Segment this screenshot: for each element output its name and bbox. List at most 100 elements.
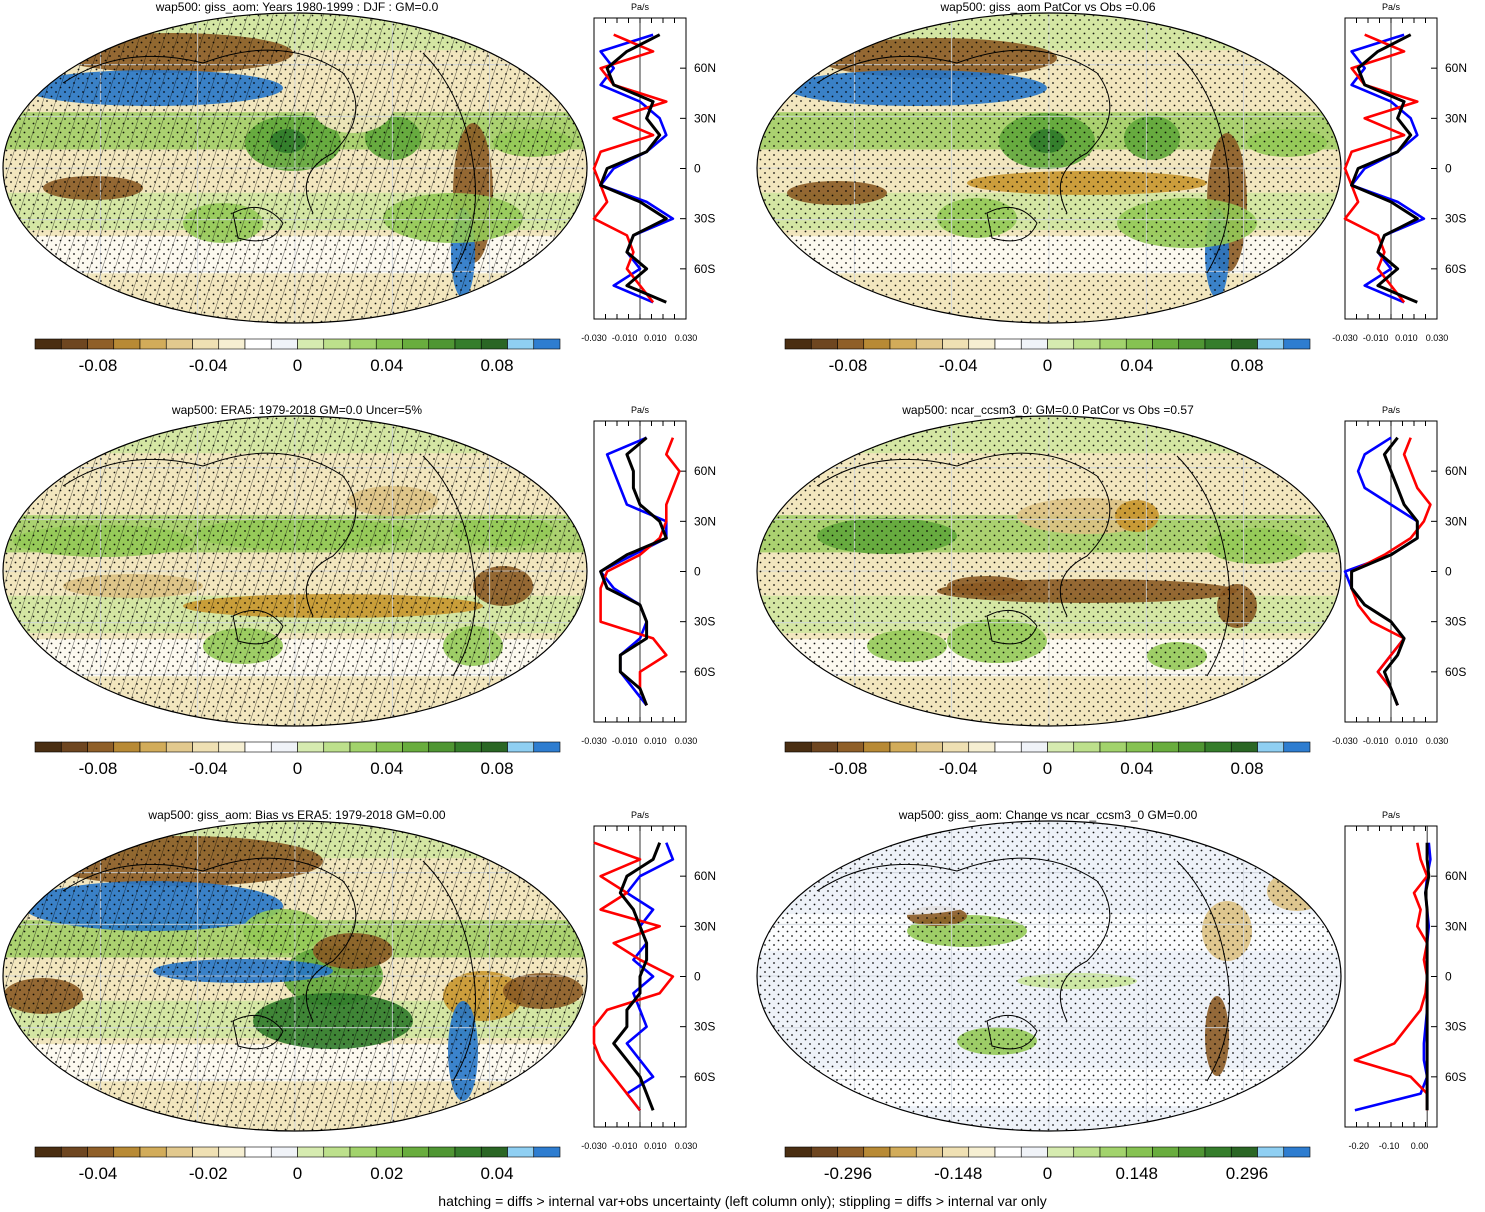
colorbar-swatch	[915, 338, 943, 350]
colorbar-label: 0.08	[480, 356, 513, 375]
colorbar-swatch	[889, 1146, 917, 1158]
coastline	[816, 857, 1230, 1082]
profile-series-line	[1343, 33, 1419, 304]
colorbar-swatch	[784, 741, 812, 753]
profile-x-label: -0.030	[1332, 333, 1358, 343]
colorbar-label: 0.08	[1230, 759, 1263, 778]
hatching	[3, 13, 587, 323]
colorbar-swatch	[942, 741, 970, 753]
colorbar-swatch	[837, 741, 865, 753]
profile-x-label: -0.10	[1379, 1141, 1400, 1151]
colorbar-swatch	[270, 1146, 298, 1158]
profile-series-line	[1350, 33, 1419, 304]
colorbar-swatch	[113, 1146, 141, 1158]
panel-title: wap500: ERA5: 1979-2018 GM=0.0 Uncer=5%	[171, 403, 423, 417]
colorbar-swatch	[60, 1146, 88, 1158]
profile-lat-label: 30S	[694, 615, 715, 629]
panel-top-right: wap500: giss_aom PatCor vs Obs =0.06 -0.0…	[745, 0, 1485, 400]
colorbar-swatch	[915, 741, 943, 753]
colorbar-swatch	[1152, 338, 1180, 350]
colorbar-swatch	[375, 338, 403, 350]
colorbar-swatch	[297, 1146, 325, 1158]
colorbar-label: 0.04	[480, 1164, 513, 1183]
colorbar-swatch	[349, 1146, 377, 1158]
colorbar-swatch	[1178, 741, 1206, 753]
profile-lat-label: 30S	[1445, 212, 1466, 226]
colorbar-swatch	[810, 741, 838, 753]
profile-units: Pa/s	[631, 405, 650, 415]
profile-series-line	[625, 842, 675, 1112]
colorbar-swatch	[402, 1146, 430, 1158]
profile-x-label: 0.030	[1426, 333, 1449, 343]
colorbar-swatch	[244, 741, 272, 753]
map-border	[2, 12, 588, 324]
colorbar-swatch	[454, 741, 482, 753]
colorbar-swatch	[968, 338, 996, 350]
colorbar-swatch	[784, 1146, 812, 1158]
colorbar-swatch	[915, 1146, 943, 1158]
colorbar-label: -0.296	[824, 1164, 872, 1183]
profile-x-label: 0.010	[644, 736, 667, 746]
colorbar-swatch	[784, 338, 812, 350]
profile-x-label: -0.010	[612, 736, 638, 746]
colorbar-label: -0.04	[939, 356, 978, 375]
colorbar-label: -0.04	[939, 759, 978, 778]
colorbar-swatch	[837, 338, 865, 350]
colorbar-swatch	[428, 338, 456, 350]
colorbar-swatch	[480, 338, 508, 350]
panel-figure: -0.08 -0.04 0 0.04 0.08 Pa/s 60N 30N 0 30S 60S -0.0…	[756, 405, 1467, 778]
profile-units: Pa/s	[1382, 405, 1401, 415]
profile-x-label: -0.010	[1363, 333, 1389, 343]
colorbar-swatch	[1152, 1146, 1180, 1158]
profile-lat-label: 60S	[694, 665, 715, 679]
profile-lat-label: 60N	[694, 464, 716, 478]
panel-title: wap500: giss_aom: Bias vs ERA5: 1979-201…	[148, 808, 446, 822]
profile-lat-label: 30N	[694, 514, 716, 528]
profile-lat-label: 60N	[694, 869, 716, 883]
map-field	[757, 416, 1341, 726]
colorbar-swatch	[165, 1146, 193, 1158]
profile-lat-label: 60S	[694, 1070, 715, 1084]
profile-x-label: 0.010	[1395, 736, 1418, 746]
profile-x-label: -0.010	[1363, 736, 1389, 746]
colorbar-swatch	[87, 338, 115, 350]
profile-lat-label: 60N	[1445, 869, 1467, 883]
colorbar-swatch	[165, 741, 193, 753]
colorbar-swatch	[1257, 338, 1285, 350]
profile-lat-label: 30N	[1445, 919, 1467, 933]
footer-note: hatching = diffs > internal var+obs unce…	[438, 1193, 1047, 1209]
colorbar-swatch	[1125, 1146, 1153, 1158]
colorbar-swatch	[375, 741, 403, 753]
colorbar-swatch	[270, 338, 298, 350]
map-field	[757, 821, 1341, 1131]
panel-title: wap500: giss_aom PatCor vs Obs =0.06	[940, 0, 1156, 14]
colorbar-label: -0.08	[79, 759, 118, 778]
colorbar-swatch	[1020, 1146, 1048, 1158]
colorbar-swatch	[1257, 1146, 1285, 1158]
colorbar-label: -0.08	[79, 356, 118, 375]
profile-x-label: 0.010	[644, 333, 667, 343]
profile-lat-label: 60N	[1445, 61, 1467, 75]
profile-x-label: 0.030	[675, 736, 698, 746]
colorbar-swatch	[1125, 741, 1153, 753]
colorbar-swatch	[34, 1146, 62, 1158]
colorbar-swatch	[942, 338, 970, 350]
colorbar-label: 0.148	[1115, 1164, 1158, 1183]
colorbar-label: 0.296	[1226, 1164, 1269, 1183]
colorbar-swatch	[480, 1146, 508, 1158]
profile-lat-label: 0	[694, 970, 701, 984]
map-field	[3, 821, 587, 1131]
colorbar-swatch	[810, 338, 838, 350]
colorbar-swatch	[218, 1146, 246, 1158]
colorbar-swatch	[1047, 741, 1075, 753]
colorbar-swatch	[244, 338, 272, 350]
map-border	[756, 12, 1342, 324]
colorbar-label: 0	[293, 1164, 302, 1183]
profile-lat-label: 60S	[694, 262, 715, 276]
colorbar-swatch	[454, 338, 482, 350]
profile-series-line	[612, 842, 662, 1111]
colorbar-swatch	[1047, 338, 1075, 350]
profile-series-line	[592, 841, 675, 1112]
colorbar-swatch	[1230, 741, 1258, 753]
colorbar-label: 0.08	[1230, 356, 1263, 375]
